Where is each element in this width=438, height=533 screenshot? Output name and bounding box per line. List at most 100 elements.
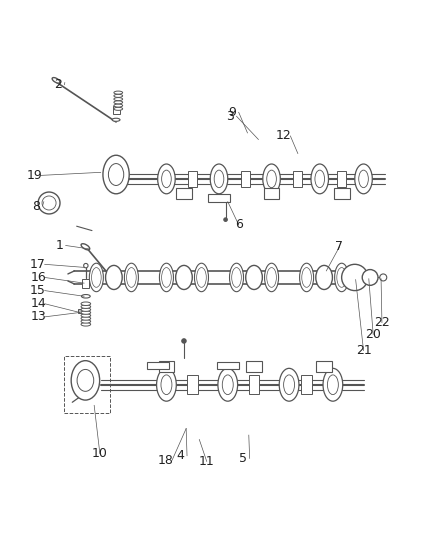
Ellipse shape [52,78,60,83]
Bar [246,361,262,372]
Ellipse shape [92,268,101,287]
Text: 14: 14 [30,297,46,310]
Ellipse shape [161,375,172,394]
Ellipse shape [112,118,120,122]
Circle shape [182,339,186,343]
Ellipse shape [114,98,123,101]
Ellipse shape [71,361,99,400]
Ellipse shape [263,164,280,194]
Ellipse shape [214,170,224,188]
Bar [188,171,197,187]
Text: 6: 6 [235,219,243,231]
Ellipse shape [81,308,91,311]
Ellipse shape [103,155,129,194]
Ellipse shape [323,368,343,401]
Text: 9: 9 [228,106,236,119]
Bar [187,375,198,394]
Bar [249,375,259,394]
Text: 5: 5 [239,452,247,465]
Text: 7: 7 [336,240,343,253]
Circle shape [362,270,378,285]
Ellipse shape [106,265,122,289]
Bar [78,309,86,313]
Bar [301,375,312,394]
Ellipse shape [265,263,279,292]
Text: 20: 20 [365,328,381,341]
Text: 13: 13 [30,310,46,324]
Ellipse shape [81,295,90,298]
Text: 10: 10 [92,447,108,460]
Ellipse shape [81,322,91,326]
Text: 15: 15 [30,284,46,297]
Ellipse shape [81,320,91,323]
Text: 12: 12 [276,130,292,142]
Bar [208,194,230,201]
Ellipse shape [81,311,91,314]
Ellipse shape [81,302,91,305]
Ellipse shape [218,368,237,401]
Text: 11: 11 [199,455,215,468]
Ellipse shape [337,268,346,287]
Text: 18: 18 [158,454,173,466]
Ellipse shape [114,101,123,104]
Bar [264,188,279,199]
Text: 17: 17 [30,258,46,271]
Bar [147,361,169,369]
Ellipse shape [108,164,124,185]
Ellipse shape [159,263,173,292]
Ellipse shape [194,263,208,292]
Text: 3: 3 [226,110,234,123]
Ellipse shape [355,164,372,194]
Ellipse shape [89,263,103,292]
Bar [159,361,174,372]
Ellipse shape [335,263,349,292]
Ellipse shape [311,164,328,194]
Ellipse shape [162,170,171,188]
Ellipse shape [81,244,90,250]
Ellipse shape [81,305,91,309]
Ellipse shape [279,368,299,401]
Ellipse shape [127,268,136,287]
Ellipse shape [81,317,91,320]
Ellipse shape [232,268,241,287]
Circle shape [84,263,88,268]
Ellipse shape [157,368,176,401]
Ellipse shape [114,104,123,107]
Ellipse shape [316,265,332,289]
Ellipse shape [124,263,138,292]
Text: 2: 2 [54,78,62,91]
Text: 19: 19 [26,169,42,182]
Ellipse shape [210,164,228,194]
Ellipse shape [114,91,123,94]
Ellipse shape [197,268,206,287]
Ellipse shape [300,263,314,292]
Bar [217,361,239,369]
Bar [337,171,346,187]
Circle shape [42,196,56,210]
Circle shape [380,274,387,281]
Text: 4: 4 [177,449,184,462]
Ellipse shape [327,375,338,394]
Circle shape [38,192,60,214]
Text: 16: 16 [30,271,46,284]
Bar [241,171,250,187]
Bar [293,171,302,187]
Bar [176,188,192,199]
Ellipse shape [223,375,233,394]
Ellipse shape [359,170,368,188]
Circle shape [342,264,368,290]
Text: 8: 8 [32,199,40,213]
Ellipse shape [77,369,94,391]
Ellipse shape [315,170,325,188]
Text: 21: 21 [356,344,371,357]
Ellipse shape [81,314,91,317]
Text: 1: 1 [55,239,63,252]
Ellipse shape [302,268,311,287]
Ellipse shape [114,94,123,98]
Text: 22: 22 [374,316,390,329]
Bar [113,106,120,114]
Bar [334,188,350,199]
Ellipse shape [162,268,171,287]
Ellipse shape [267,170,276,188]
Ellipse shape [246,265,262,289]
